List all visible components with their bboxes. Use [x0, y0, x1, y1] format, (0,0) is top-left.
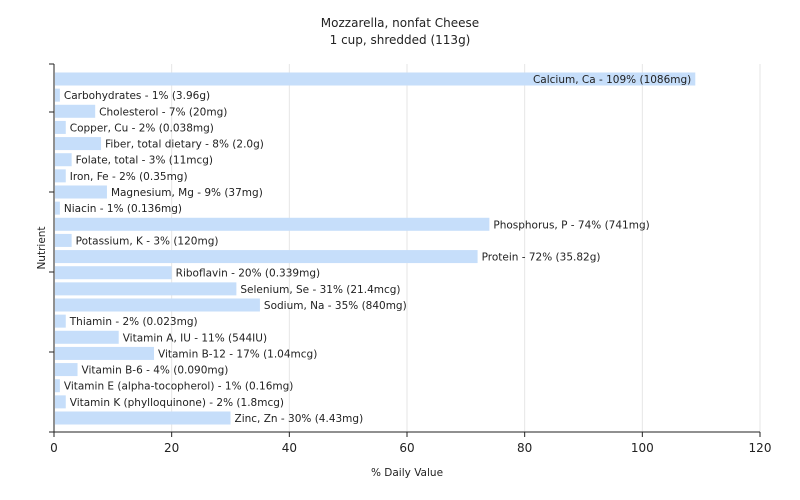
bar	[55, 120, 66, 134]
bar	[55, 104, 96, 118]
bar	[55, 314, 66, 328]
bar-label: Potassium, K - 3% (120mg)	[76, 235, 219, 247]
x-tick-label: 20	[164, 441, 179, 455]
bar	[55, 266, 172, 280]
bar	[55, 185, 107, 199]
bar	[55, 282, 237, 296]
bar-label: Zinc, Zn - 30% (4.43mg)	[235, 413, 364, 425]
bar-label: Calcium, Ca - 109% (1086mg)	[533, 74, 691, 86]
bar-label: Copper, Cu - 2% (0.038mg)	[70, 122, 214, 134]
bar	[55, 72, 696, 86]
bar	[55, 201, 60, 215]
bar-label: Vitamin B-12 - 17% (1.04mcg)	[158, 348, 317, 360]
x-tick-label: 100	[631, 441, 654, 455]
y-ticks	[49, 63, 54, 433]
bar-label: Iron, Fe - 2% (0.35mg)	[70, 171, 188, 183]
bar-label: Vitamin E (alpha-tocopherol) - 1% (0.16m…	[64, 381, 294, 393]
grid-lines	[171, 64, 761, 432]
bar-label: Vitamin K (phylloquinone) - 2% (1.8mcg)	[70, 397, 284, 409]
bar-label: Niacin - 1% (0.136mg)	[64, 203, 182, 215]
bars	[55, 72, 696, 425]
bar-label: Riboflavin - 20% (0.339mg)	[176, 268, 320, 280]
bar-label: Protein - 72% (35.82g)	[482, 252, 601, 264]
bar	[55, 153, 72, 167]
bar-label: Magnesium, Mg - 9% (37mg)	[111, 187, 263, 199]
chart-title: Mozzarella, nonfat Cheese	[321, 16, 479, 30]
bar	[55, 411, 231, 425]
bar	[55, 137, 102, 151]
bar	[55, 298, 260, 312]
bar	[55, 88, 60, 102]
bar	[55, 363, 78, 377]
bar-label: Phosphorus, P - 74% (741mg)	[493, 219, 649, 231]
bar-label: Selenium, Se - 31% (21.4mcg)	[240, 284, 400, 296]
x-tick-label: 40	[282, 441, 297, 455]
x-ticks: 0 20 40 60 80 100 120	[50, 432, 771, 455]
x-tick-label: 60	[399, 441, 414, 455]
bar-label: Folate, total - 3% (11mcg)	[76, 155, 213, 167]
bar-labels: Calcium, Ca - 109% (1086mg) Carbohydrates…	[64, 74, 691, 425]
x-tick-label: 120	[749, 441, 772, 455]
bar	[55, 346, 155, 360]
x-tick-label: 80	[517, 441, 532, 455]
chart-subtitle: 1 cup, shredded (113g)	[330, 33, 471, 47]
bar	[55, 250, 478, 264]
bar	[55, 169, 66, 183]
bar-label: Vitamin B-6 - 4% (0.090mg)	[82, 365, 229, 377]
y-axis-label: Nutrient	[36, 226, 48, 269]
bar-label: Sodium, Na - 35% (840mg)	[264, 300, 407, 312]
bar	[55, 379, 60, 393]
bar-label: Carbohydrates - 1% (3.96g)	[64, 90, 210, 102]
x-tick-label: 0	[50, 441, 58, 455]
bar	[55, 217, 490, 231]
bar-label: Thiamin - 2% (0.023mg)	[69, 316, 198, 328]
bar	[55, 395, 66, 409]
bar-label: Vitamin A, IU - 11% (544IU)	[123, 332, 267, 344]
bar-label: Fiber, total dietary - 8% (2.0g)	[105, 139, 264, 151]
bar-label: Cholesterol - 7% (20mg)	[99, 106, 227, 118]
bar	[55, 330, 119, 344]
x-axis-label: % Daily Value	[371, 467, 443, 479]
bar	[55, 233, 72, 247]
